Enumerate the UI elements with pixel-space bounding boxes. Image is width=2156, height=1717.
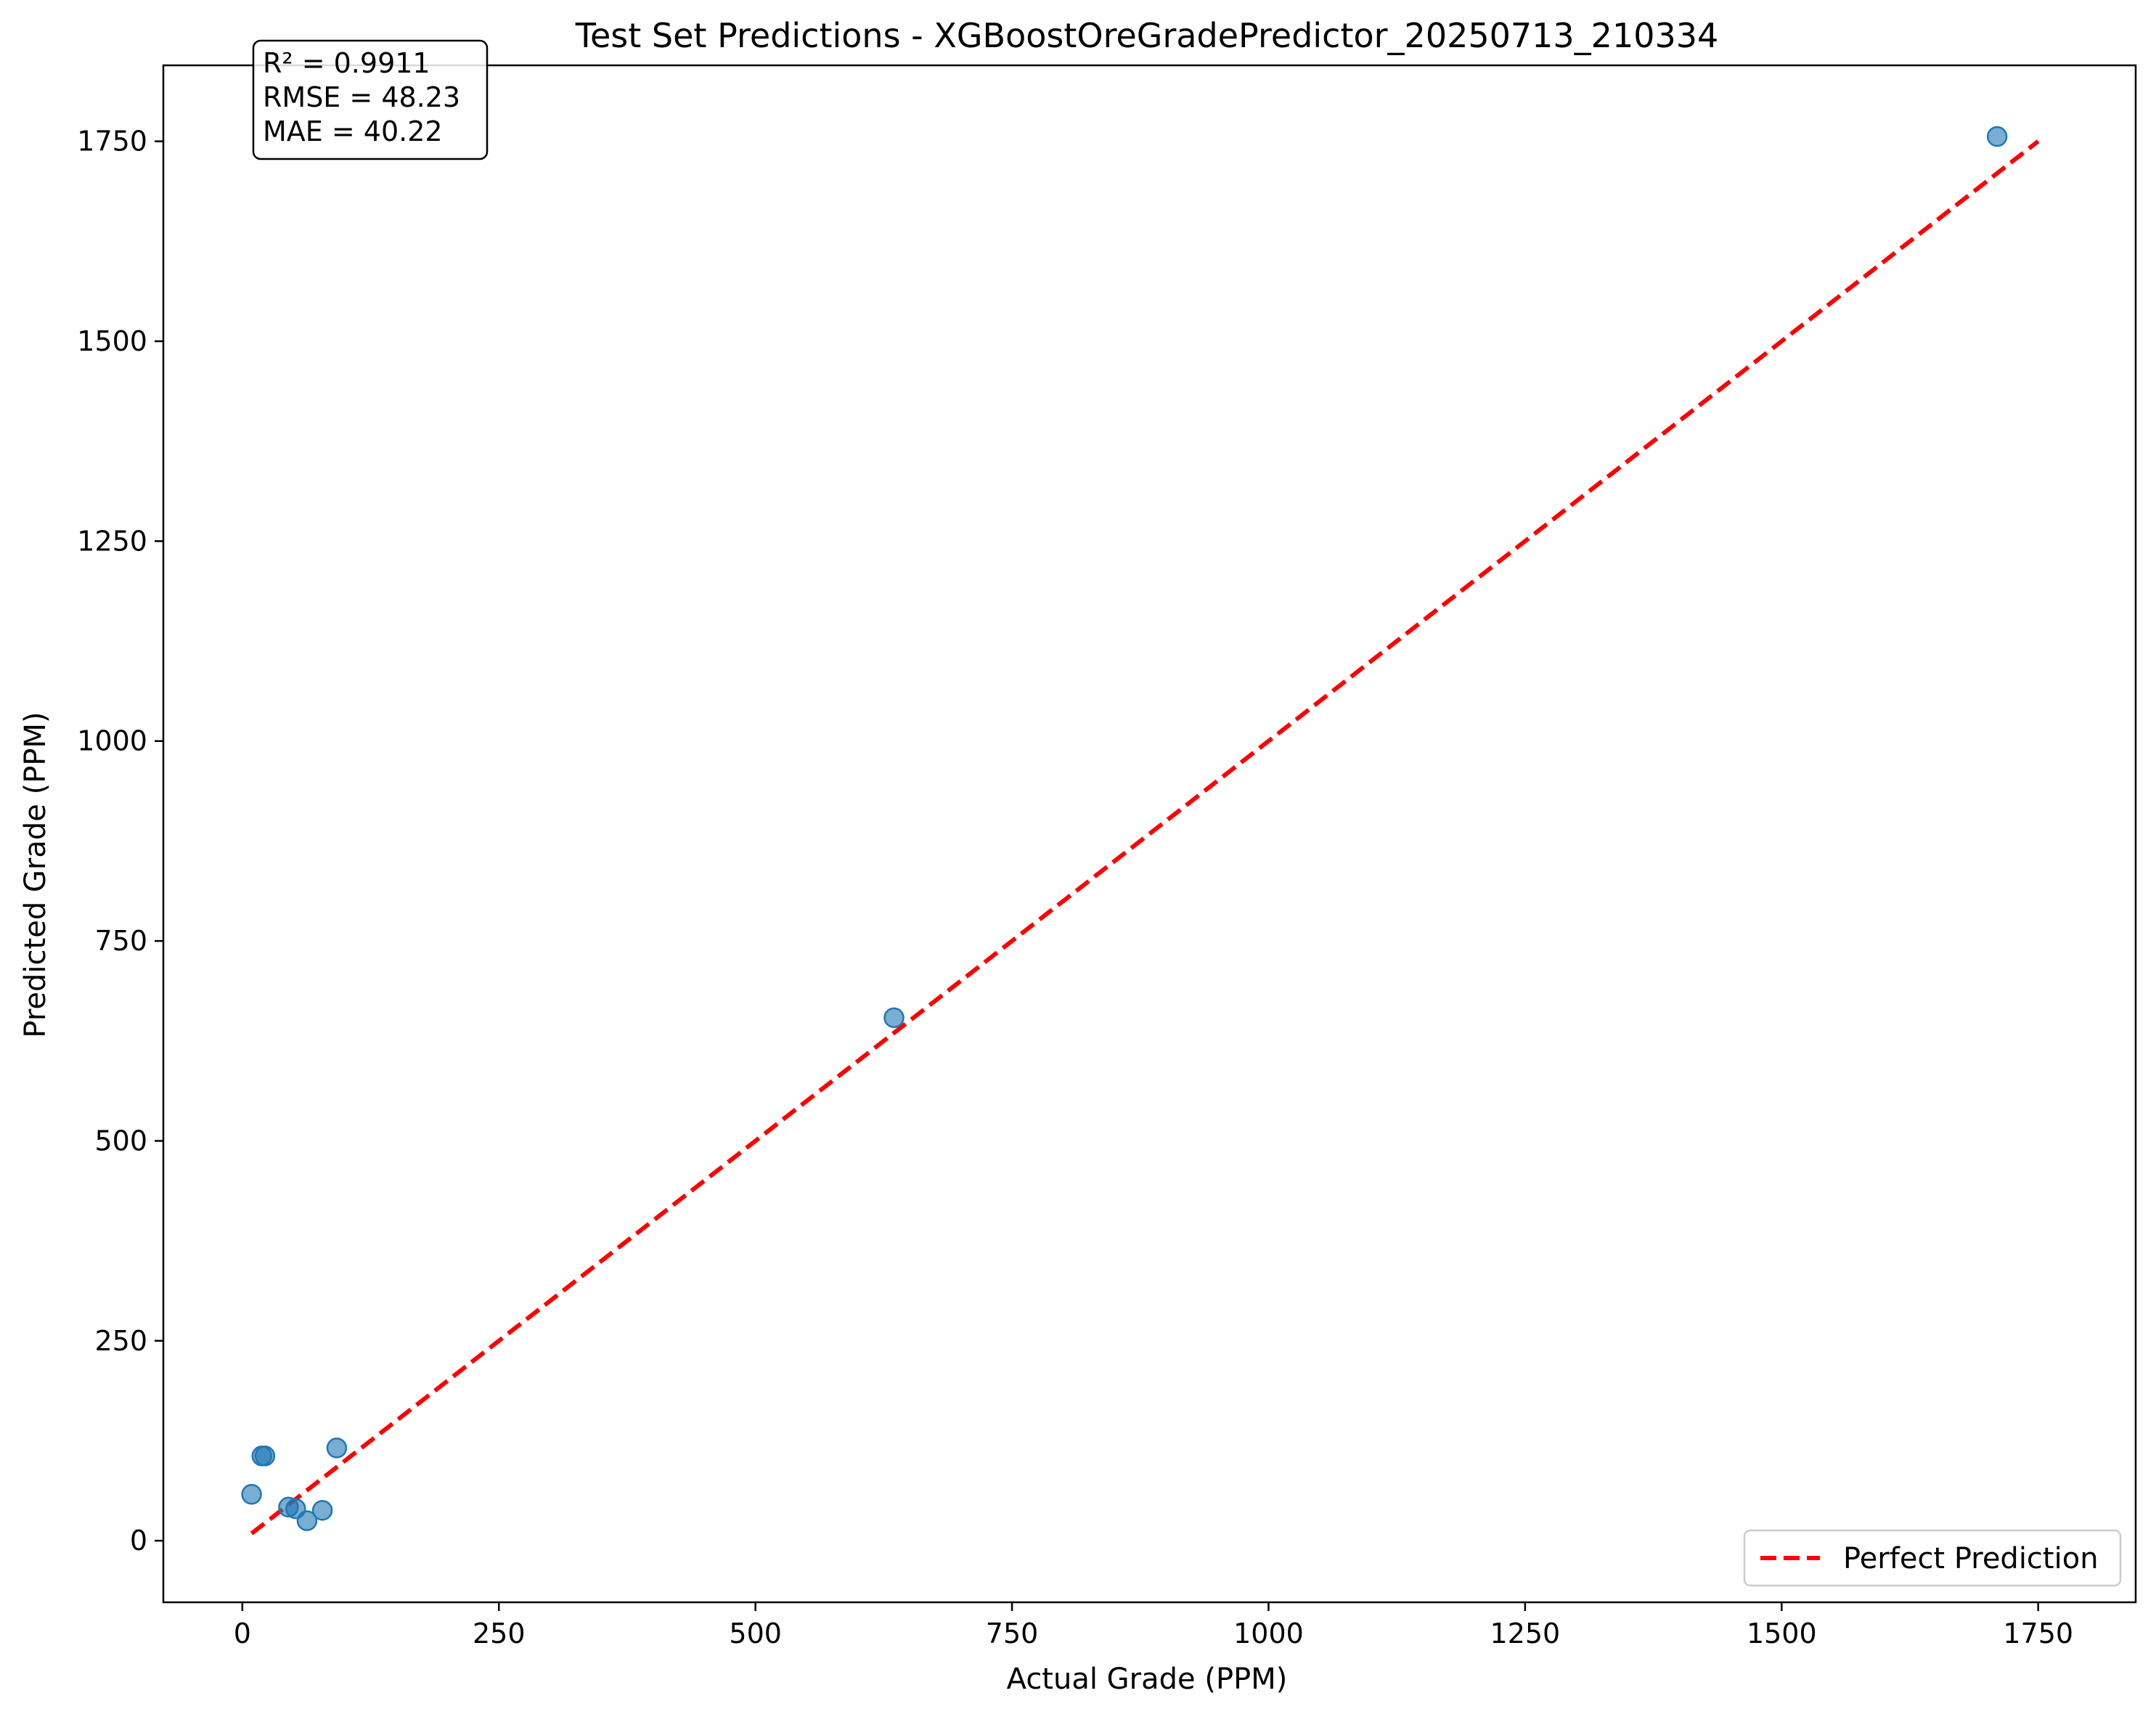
y-tick-label: 1000 — [77, 725, 147, 757]
scatter-point — [296, 1510, 318, 1531]
y-tick-label: 1250 — [77, 525, 147, 557]
x-tick-label: 0 — [234, 1618, 251, 1649]
x-tick-label: 1250 — [1490, 1618, 1561, 1649]
y-axis-label: Predicted Grade (PPM) — [19, 711, 52, 1037]
stats-box: R² = 0.9911 RMSE = 48.23 MAE = 40.22 — [252, 39, 489, 160]
x-tick-label: 1000 — [1233, 1618, 1304, 1649]
x-tick-label: 500 — [729, 1618, 782, 1649]
legend-frame — [1743, 1529, 2122, 1587]
x-axis-label: Actual Grade (PPM) — [1007, 1663, 1288, 1696]
x-tick-label: 1500 — [1747, 1618, 1817, 1649]
scatter-point — [1986, 126, 2008, 147]
legend: Perfect Prediction — [1743, 1529, 2122, 1587]
scatter-point — [254, 1445, 276, 1467]
y-tick-label: 0 — [130, 1525, 147, 1557]
stats-r2: R² = 0.9911 — [263, 47, 430, 79]
axis-ticks: 0 250 500 750 1000 1250 1500 1750 0 250 500 750 1000… — [77, 64, 2137, 1649]
plot-area — [241, 126, 2040, 1535]
chart-title: Test Set Predictions - XGBoostOreGradePr… — [575, 16, 1719, 55]
x-tick-label: 1750 — [2003, 1618, 2073, 1649]
stats-rmse: RMSE = 48.23 — [263, 81, 460, 113]
y-tick-label: 250 — [94, 1325, 147, 1357]
y-tick-label: 1500 — [77, 325, 147, 357]
perfect-prediction-line — [250, 139, 2040, 1535]
y-tick-label: 500 — [94, 1125, 147, 1157]
legend-label-perfect-prediction: Perfect Prediction — [1843, 1542, 2099, 1575]
scatter-point — [326, 1437, 348, 1459]
scatter-point — [241, 1484, 262, 1505]
stats-box-frame — [252, 39, 489, 160]
x-tick-label: 750 — [986, 1618, 1039, 1649]
x-tick-label: 250 — [473, 1618, 526, 1649]
scatter-point — [883, 1007, 905, 1029]
scatter-point — [311, 1500, 333, 1521]
y-tick-label: 750 — [94, 925, 147, 957]
y-tick-label: 1750 — [77, 126, 147, 158]
axes-frame — [162, 64, 2137, 1604]
stats-mae: MAE = 40.22 — [263, 115, 443, 147]
